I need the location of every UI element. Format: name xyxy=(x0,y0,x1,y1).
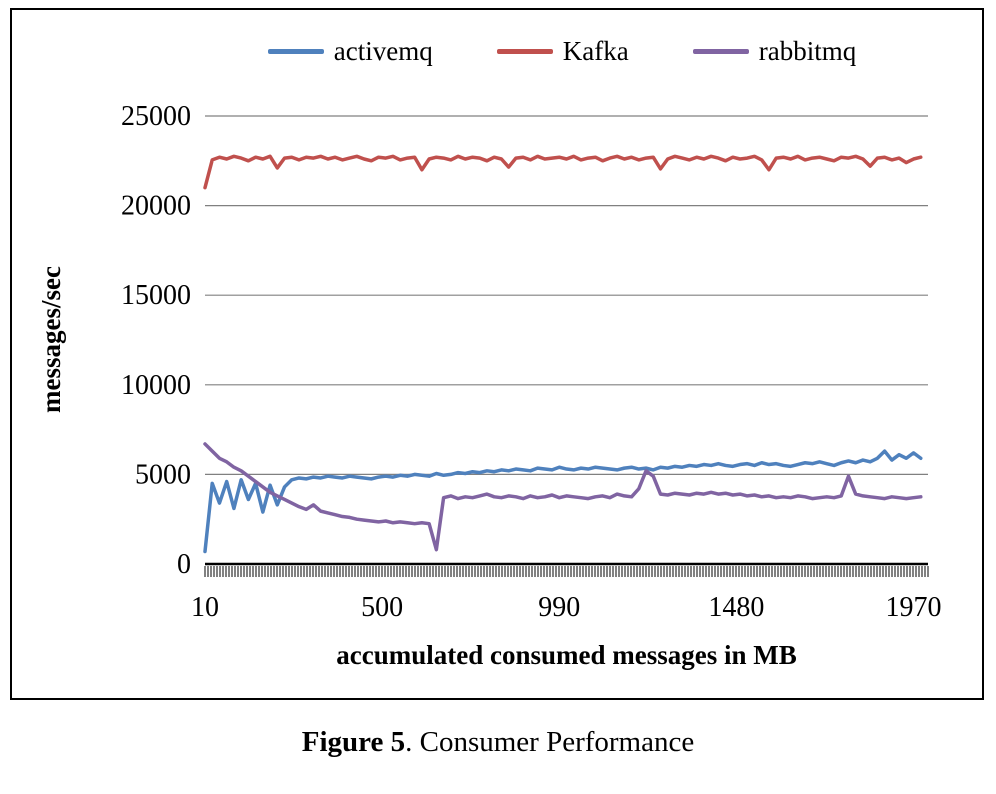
figure-caption-number: Figure 5 xyxy=(301,726,406,758)
figure-caption: Figure 5. Consumer Performance xyxy=(0,726,996,759)
y-tick-label-0: 0 xyxy=(177,549,191,580)
x-tick-label-990: 990 xyxy=(538,592,580,623)
y-tick-label-20000: 20000 xyxy=(121,191,191,222)
legend-item-activemq: activemq xyxy=(267,35,433,67)
legend-label-kafka: Kafka xyxy=(562,35,629,66)
x-axis-title: accumulated consumed messages in MB xyxy=(336,640,797,670)
figure-caption-text: . Consumer Performance xyxy=(405,726,695,758)
figure-frame: activemq Kafka rabbitmq messages/sec 0 50… xyxy=(10,8,984,700)
legend-line-swatch-rabbitmq xyxy=(692,48,749,54)
x-tick-label-10: 10 xyxy=(191,592,219,623)
y-tick-label-25000: 25000 xyxy=(121,101,191,132)
y-tick-label-5000: 5000 xyxy=(135,459,191,490)
series-line-activemq xyxy=(203,449,923,554)
y-tick-label-15000: 15000 xyxy=(121,280,191,311)
legend-line-swatch-kafka xyxy=(496,48,553,54)
x-tick-label-500: 500 xyxy=(361,592,403,623)
legend-label-activemq: activemq xyxy=(333,35,433,66)
x-tick-label-1480: 1480 xyxy=(708,592,764,623)
legend-label-rabbitmq: rabbitmq xyxy=(758,35,857,66)
legend-item-rabbitmq: rabbitmq xyxy=(692,35,857,67)
series-line-rabbitmq xyxy=(203,442,923,552)
legend-line-swatch-activemq xyxy=(267,48,324,54)
chart-legend: activemq Kafka rabbitmq xyxy=(12,28,982,74)
series-line-Kafka xyxy=(203,154,923,190)
chart-area: messages/sec 0 5000 10000 15000 20000 25000 10… xyxy=(12,76,982,636)
x-tick-label-1970: 1970 xyxy=(886,592,942,623)
legend-item-kafka: Kafka xyxy=(496,35,629,67)
consumer-performance-plot: 0 5000 10000 15000 20000 25000 10 500 990 1480 197… xyxy=(121,101,942,623)
y-axis-title: messages/sec xyxy=(36,266,66,414)
y-tick-label-10000: 10000 xyxy=(121,370,191,401)
